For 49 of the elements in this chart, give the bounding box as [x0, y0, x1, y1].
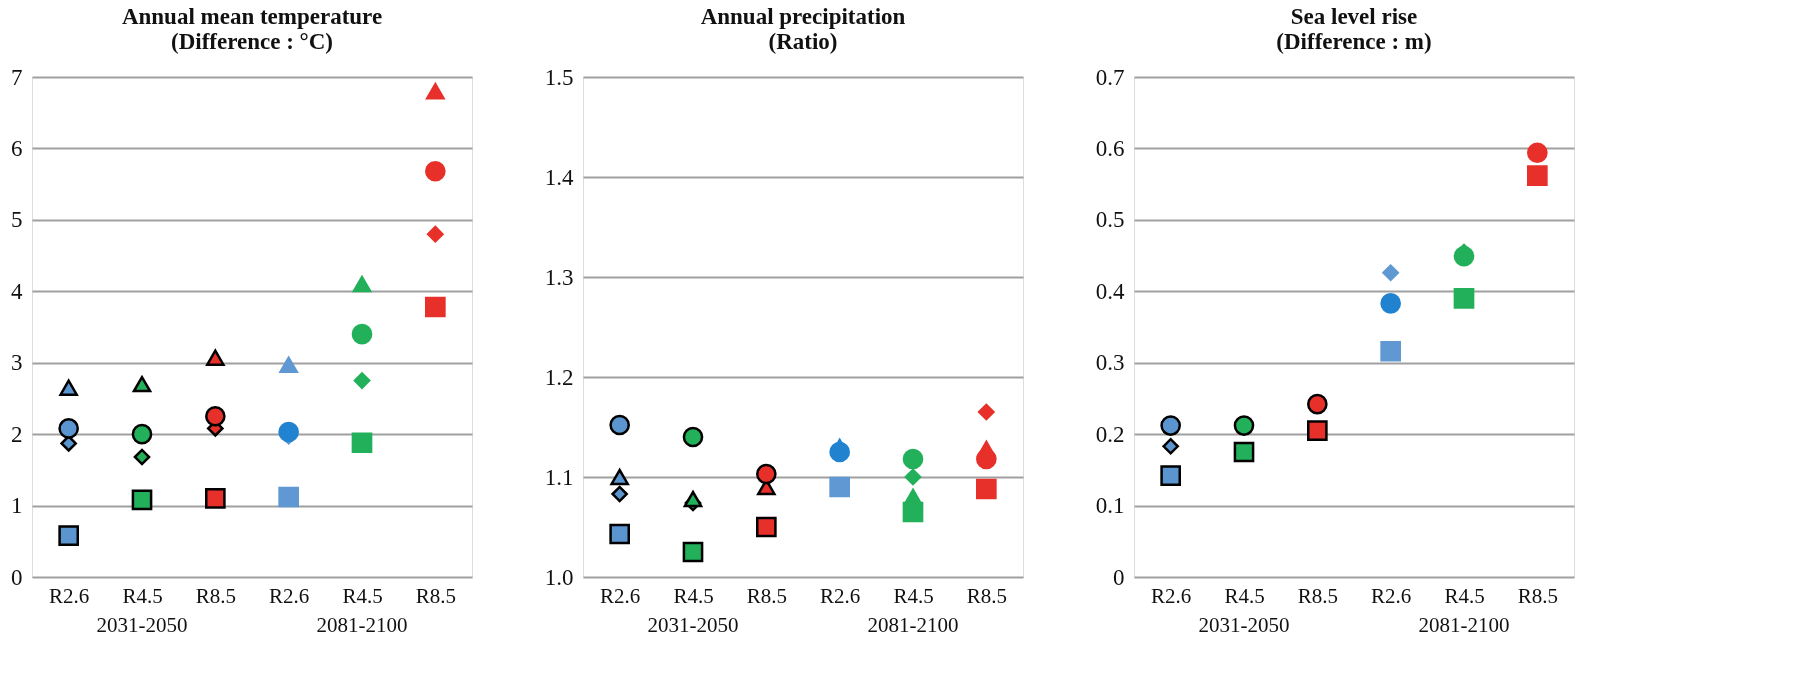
y-tick-label: 1.5	[544, 64, 574, 90]
x-tick-label: R4.5	[1224, 583, 1265, 608]
text: 2031-2050	[96, 613, 188, 637]
text: 2081-2100	[1418, 613, 1510, 637]
y-tick-label: 1.2	[544, 364, 574, 390]
y-tick-label: 0	[11, 564, 23, 590]
chart-title: Sea level rise (Difference : m)	[1276, 4, 1432, 54]
x-tick-label: R2.6	[49, 583, 90, 608]
y-tick-label: 1.0	[544, 564, 574, 590]
x-tick-label: R4.5	[893, 583, 934, 608]
x-tick-label: R8.5	[1517, 583, 1558, 608]
x-tick-label: R8.5	[746, 583, 787, 608]
x-tick-label: R2.6	[820, 583, 861, 608]
y-tick-label: 0.1	[1095, 493, 1125, 519]
y-tick-label: 0.2	[1095, 421, 1125, 447]
x-tick-label: R8.5	[1297, 583, 1338, 608]
y-tick-label: 4	[11, 278, 23, 304]
y-tick-label: 0	[1113, 564, 1125, 590]
chart-title: Annual mean temperature (Difference : °C)	[121, 4, 383, 54]
chart-title: Annual precipitation (Ratio)	[700, 4, 906, 54]
y-tick-label: 3	[11, 350, 23, 376]
y-tick-label: 1.3	[544, 264, 574, 290]
y-tick-label: 5	[11, 207, 23, 233]
x-tick-label: R8.5	[195, 583, 236, 608]
x-tick-label: R4.5	[1444, 583, 1485, 608]
x-tick-label: R8.5	[966, 583, 1007, 608]
y-tick-label: 0.6	[1095, 135, 1125, 161]
y-tick-label: 6	[11, 135, 23, 161]
y-tick-label: 1	[11, 493, 23, 519]
y-tick-label: 0.7	[1095, 64, 1125, 90]
y-tick-label: 0.5	[1095, 207, 1125, 233]
y-tick-label: 7	[11, 64, 23, 90]
y-tick-label: 1.1	[544, 464, 574, 490]
x-tick-label: R4.5	[673, 583, 714, 608]
y-tick-label: 0.3	[1095, 350, 1125, 376]
y-tick-label: 2	[11, 421, 23, 447]
x-tick-label: R4.5	[342, 583, 383, 608]
y-tick-label: 1.4	[544, 164, 574, 190]
text: 2031-2050	[1198, 613, 1290, 637]
y-tick-label: 0.4	[1095, 278, 1125, 304]
x-tick-label: R2.6	[600, 583, 641, 608]
text: 2081-2100	[867, 613, 959, 637]
text: 2031-2050	[647, 613, 739, 637]
x-tick-label: R8.5	[415, 583, 456, 608]
x-tick-label: R2.6	[1151, 583, 1192, 608]
text: 2081-2100	[316, 613, 408, 637]
x-tick-label: R2.6	[269, 583, 310, 608]
x-tick-label: R2.6	[1371, 583, 1412, 608]
x-tick-label: R4.5	[122, 583, 163, 608]
